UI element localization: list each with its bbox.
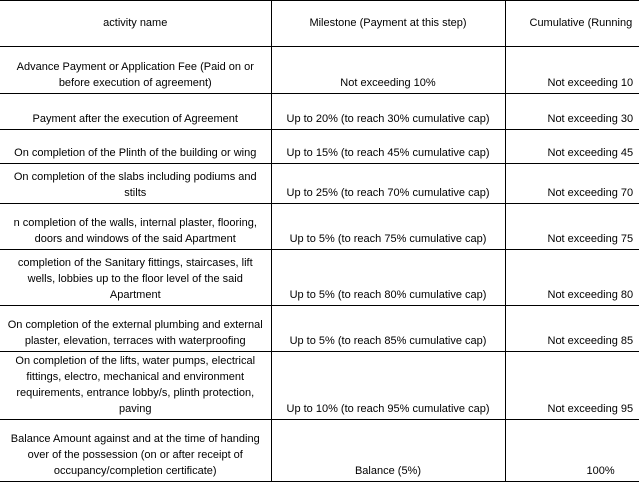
table-cell: On completion of the lifts, water pumps,… bbox=[0, 351, 272, 420]
table-cell: Not exceeding 10% bbox=[270, 46, 506, 94]
table-cell: Not exceeding 95 bbox=[504, 351, 639, 420]
table-cell: Advance Payment or Application Fee (Paid… bbox=[0, 46, 272, 94]
table-row: Balance Amount against and at the time o… bbox=[0, 419, 639, 482]
table-cell: On completion of the slabs including pod… bbox=[0, 163, 272, 204]
table-row: Payment after the execution of Agreement… bbox=[0, 93, 639, 130]
table-cell: Up to 25% (to reach 70% cumulative cap) bbox=[270, 163, 506, 204]
table-cell: On completion of the external plumbing a… bbox=[0, 305, 272, 352]
table-cell: Payment after the execution of Agreement bbox=[0, 93, 272, 130]
table-row: Advance Payment or Application Fee (Paid… bbox=[0, 46, 639, 94]
table-cell: Not exceeding 30 bbox=[504, 93, 639, 130]
header-cell: activity name bbox=[0, 0, 272, 47]
table-cell: Not exceeding 10 bbox=[504, 46, 639, 94]
table-cell: Balance Amount against and at the time o… bbox=[0, 419, 272, 482]
table-cell: Up to 20% (to reach 30% cumulative cap) bbox=[270, 93, 506, 130]
header-cell: Cumulative (Running bbox=[504, 0, 639, 47]
table-cell: Balance (5%) bbox=[270, 419, 506, 482]
table-row: On completion of the slabs including pod… bbox=[0, 163, 639, 204]
table-cell: Up to 15% (to reach 45% cumulative cap) bbox=[270, 129, 506, 164]
header-cell: Milestone (Payment at this step) bbox=[270, 0, 506, 47]
table-row: n completion of the walls, internal plas… bbox=[0, 203, 639, 250]
table-cell: Up to 5% (to reach 75% cumulative cap) bbox=[270, 203, 506, 250]
table-row: On completion of the external plumbing a… bbox=[0, 305, 639, 352]
table-cell: completion of the Sanitary fittings, sta… bbox=[0, 249, 272, 306]
table-cell: Not exceeding 80 bbox=[504, 249, 639, 306]
table-cell: On completion of the Plinth of the build… bbox=[0, 129, 272, 164]
table-cell: Not exceeding 75 bbox=[504, 203, 639, 250]
table-cell: 100% bbox=[504, 419, 639, 482]
table-cell: Not exceeding 85 bbox=[504, 305, 639, 352]
table-cell: Up to 10% (to reach 95% cumulative cap) bbox=[270, 351, 506, 420]
table-cell: Not exceeding 70 bbox=[504, 163, 639, 204]
table-cell: Up to 5% (to reach 85% cumulative cap) bbox=[270, 305, 506, 352]
table-row: completion of the Sanitary fittings, sta… bbox=[0, 249, 639, 306]
table-row: On completion of the lifts, water pumps,… bbox=[0, 351, 639, 420]
table-cell: Not exceeding 45 bbox=[504, 129, 639, 164]
header-row: activity name Milestone (Payment at this … bbox=[0, 0, 639, 47]
table-cell: n completion of the walls, internal plas… bbox=[0, 203, 272, 250]
table-cell: Up to 5% (to reach 80% cumulative cap) bbox=[270, 249, 506, 306]
table-row: On completion of the Plinth of the build… bbox=[0, 129, 639, 164]
